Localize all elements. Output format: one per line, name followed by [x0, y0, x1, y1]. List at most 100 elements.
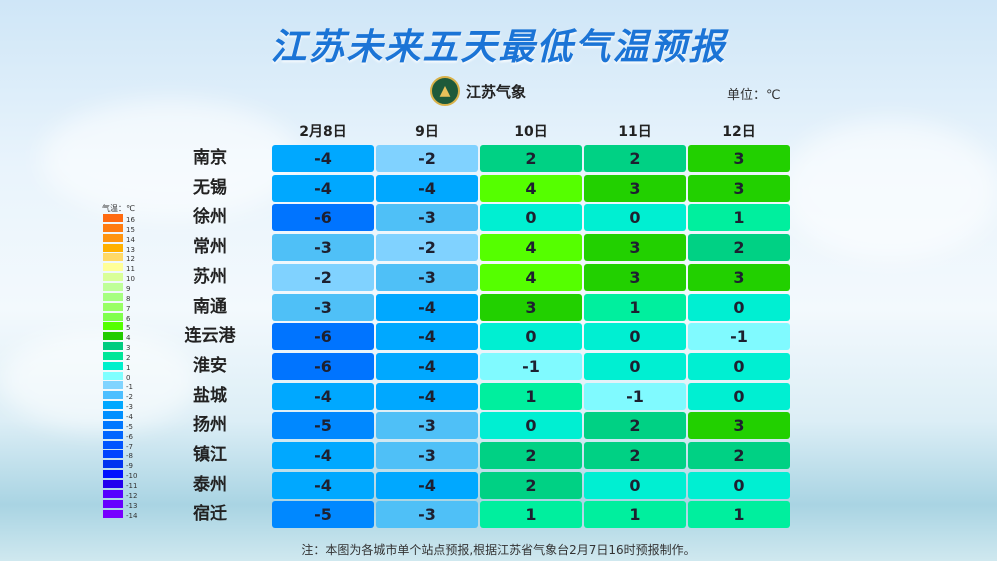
- temperature-cell: 4: [480, 263, 582, 291]
- legend-swatch: [103, 292, 123, 301]
- city-label: 盐城: [193, 385, 227, 406]
- temperature-cell: 1: [480, 382, 582, 410]
- legend-swatch: [103, 332, 123, 341]
- legend-label: -1: [126, 383, 133, 392]
- legend-label: 16: [126, 216, 135, 224]
- legend-label: -5: [126, 422, 133, 431]
- temperature-cell: -3: [376, 501, 478, 529]
- legend-label: 11: [126, 265, 135, 274]
- legend-label: 15: [126, 225, 135, 234]
- column-header: 11日: [618, 124, 652, 140]
- temperature-cell: 1: [584, 501, 686, 529]
- legend-label: -12: [126, 491, 138, 500]
- legend-label: 9: [126, 284, 131, 293]
- temperature-cell: -5: [272, 501, 374, 529]
- city-label: 南京: [193, 148, 227, 168]
- temperature-cell: -6: [272, 323, 374, 351]
- legend-swatch: [103, 391, 123, 400]
- temperature-cell: 3: [584, 234, 686, 262]
- temperature-cell: 2: [480, 145, 582, 172]
- legend-swatch: [103, 214, 123, 222]
- legend-swatch: [103, 282, 123, 291]
- temperature-cell: 0: [584, 471, 686, 499]
- logo-emblem-icon: ▲: [430, 76, 460, 106]
- temperature-cell: -3: [272, 234, 374, 262]
- legend-label: 10: [126, 275, 135, 284]
- legend-swatch: [103, 430, 123, 439]
- city-label: 泰州: [193, 474, 227, 495]
- legend-swatch: [103, 273, 123, 282]
- legend-swatch: [103, 243, 123, 252]
- temperature-cell: -4: [272, 145, 374, 172]
- temperature-cell: 0: [584, 204, 686, 232]
- temperature-cell: -4: [272, 382, 374, 410]
- city-label: 苏州: [193, 266, 227, 287]
- temperature-cell: 3: [688, 174, 790, 202]
- temperature-cell: 2: [688, 234, 790, 262]
- temperature-cell: 3: [480, 293, 582, 321]
- legend-swatch: [103, 470, 123, 479]
- legend-label: 3: [126, 344, 131, 353]
- city-label: 南通: [193, 296, 227, 317]
- legend-swatch: [103, 450, 123, 459]
- legend-label: -2: [126, 393, 133, 402]
- legend-title: 气温：℃: [102, 204, 135, 213]
- temperature-cell: -6: [272, 204, 374, 232]
- temperature-cell: 2: [480, 442, 582, 469]
- temperature-cell: 0: [480, 204, 582, 232]
- temperature-cell: 1: [688, 501, 790, 529]
- legend-swatch: [103, 489, 123, 498]
- temperature-cell: -1: [584, 382, 686, 410]
- city-label: 宿迁: [193, 504, 227, 525]
- city-label: 镇江: [193, 445, 227, 465]
- city-label: 扬州: [193, 415, 227, 436]
- temperature-cell: 3: [688, 412, 790, 440]
- legend-label: 5: [126, 324, 131, 333]
- temperature-cell: -2: [272, 263, 374, 291]
- temperature-cell: -4: [376, 471, 478, 499]
- legend-label: 0: [126, 373, 131, 382]
- city-label: 淮安: [193, 355, 227, 376]
- temperature-cell: -4: [376, 293, 478, 321]
- logo-text: 江苏气象: [466, 82, 527, 101]
- legend-label: -3: [126, 403, 133, 412]
- legend-swatch: [103, 322, 123, 331]
- temperature-cell: 3: [584, 263, 686, 291]
- temperature-cell: 0: [480, 323, 582, 351]
- temperature-cell: -1: [688, 323, 790, 351]
- temperature-cell: 1: [688, 204, 790, 232]
- temperature-cell: 2: [584, 145, 686, 172]
- legend-swatch: [103, 411, 123, 419]
- legend-label: -11: [126, 481, 138, 490]
- column-header: 2月8日: [299, 124, 347, 140]
- temperature-cell: 0: [688, 293, 790, 321]
- logo: ▲ 江苏气象: [430, 76, 526, 106]
- temperature-cell: -4: [272, 174, 374, 202]
- column-header: 12日: [722, 124, 756, 140]
- temperature-cell: 3: [688, 145, 790, 172]
- temperature-cell: -4: [376, 174, 478, 202]
- temperature-cell: 3: [688, 263, 790, 291]
- legend-label: 1: [126, 363, 131, 372]
- temperature-cell: 0: [480, 412, 582, 440]
- legend-swatch: [103, 381, 123, 390]
- temperature-cell: -3: [376, 442, 478, 469]
- temperature-cell: 0: [584, 323, 686, 351]
- temperature-cell: 2: [480, 471, 582, 499]
- legend-label: 6: [126, 314, 131, 323]
- legend-label: -9: [126, 462, 133, 471]
- legend-swatch: [103, 233, 123, 242]
- temperature-cell: -2: [376, 145, 478, 172]
- legend-swatch: [103, 253, 123, 262]
- legend-swatch: [103, 499, 123, 508]
- legend-swatch: [103, 223, 123, 232]
- temperature-cell: -6: [272, 352, 374, 380]
- temperature-cell: 2: [584, 412, 686, 440]
- temperature-cell: -3: [376, 412, 478, 440]
- legend-label: -7: [126, 442, 133, 451]
- legend-swatch: [103, 263, 123, 272]
- temperature-cell: -3: [376, 263, 478, 291]
- city-label: 连云港: [184, 326, 236, 347]
- legend-swatch: [103, 460, 123, 469]
- temperature-cell: 1: [584, 293, 686, 321]
